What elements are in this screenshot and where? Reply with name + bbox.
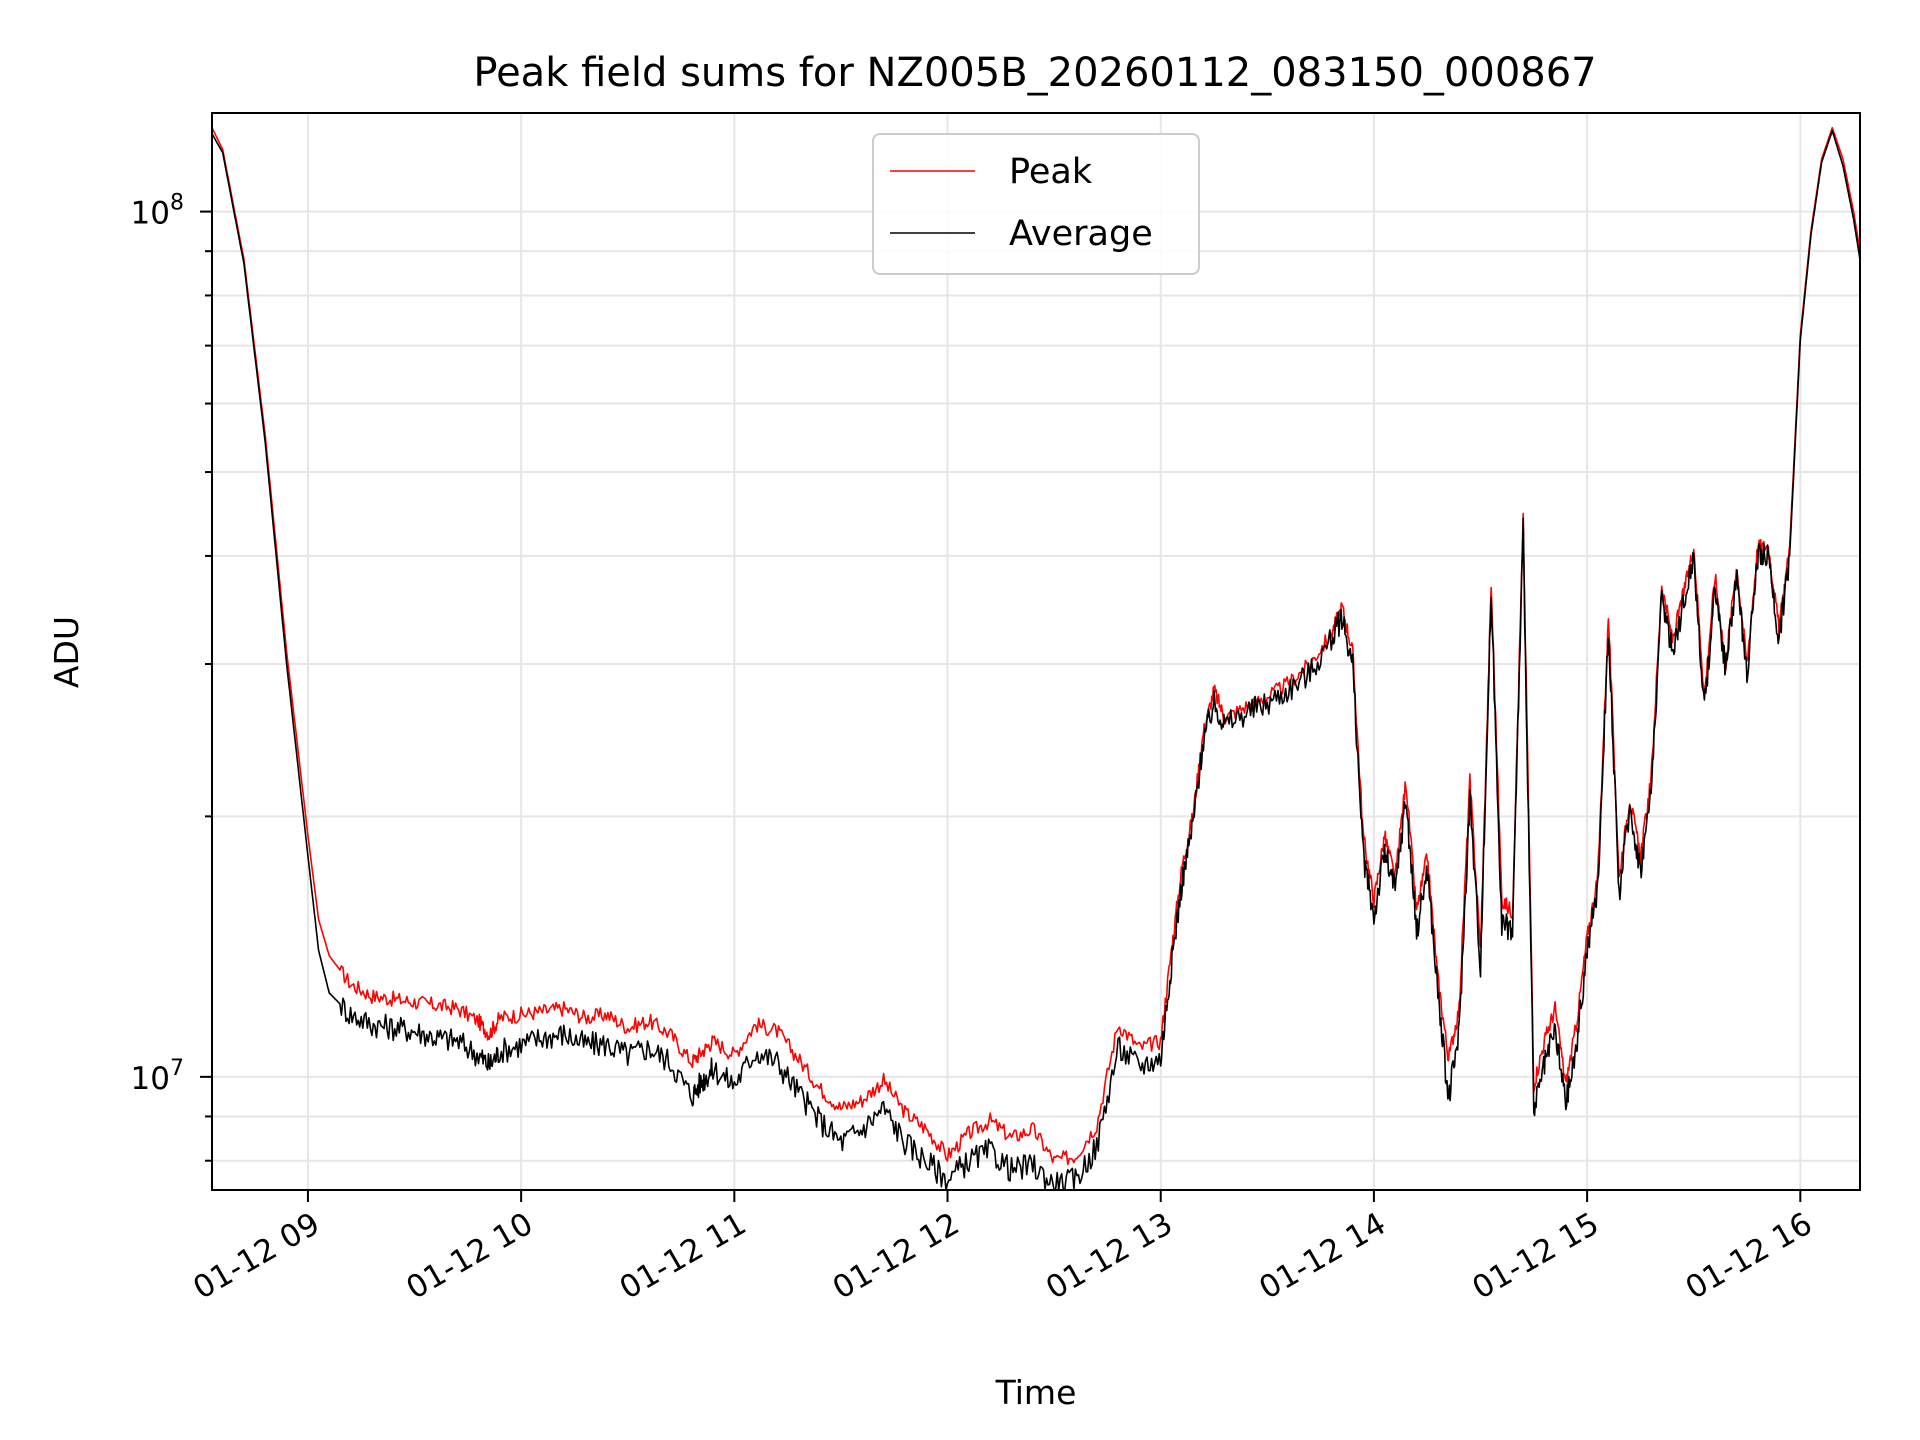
- y-tick-label: 108: [131, 191, 184, 232]
- series-layer: [211, 126, 1861, 1191]
- legend: Peak Average: [872, 133, 1200, 275]
- x-axis-label: Time: [995, 1373, 1077, 1412]
- legend-box: [872, 133, 1200, 275]
- legend-peak-label: Peak: [1009, 152, 1093, 192]
- grid: [212, 113, 1860, 1190]
- y-axis-label: ADU: [47, 616, 86, 688]
- legend-average-label: Average: [1009, 214, 1153, 254]
- series-line-average: [211, 130, 1861, 1191]
- plot-frame: [211, 112, 1861, 1191]
- y-tick-label: 107: [131, 1056, 184, 1097]
- chart-title: Peak field sums for NZ005B_20260112_0831…: [473, 50, 1596, 96]
